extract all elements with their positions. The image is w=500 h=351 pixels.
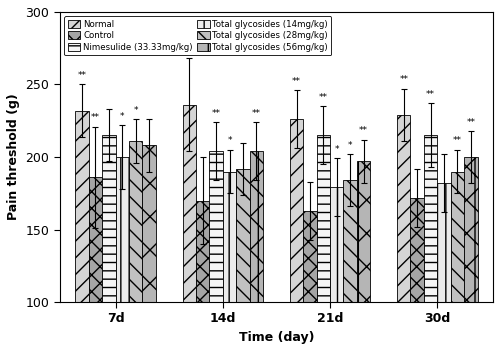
Text: *: * xyxy=(120,112,124,121)
Bar xyxy=(116,157,129,351)
Bar xyxy=(129,141,142,351)
Bar xyxy=(438,183,450,351)
Bar xyxy=(182,105,196,351)
Text: **: ** xyxy=(252,109,261,118)
Y-axis label: Pain threshold (g): Pain threshold (g) xyxy=(7,94,20,220)
Bar xyxy=(330,187,344,351)
X-axis label: Time (day): Time (day) xyxy=(238,331,314,344)
Bar xyxy=(450,172,464,351)
Text: **: ** xyxy=(292,77,301,86)
Bar xyxy=(196,200,209,351)
Bar xyxy=(142,145,156,351)
Text: *: * xyxy=(348,141,352,150)
Text: **: ** xyxy=(400,75,408,85)
Text: **: ** xyxy=(466,118,475,127)
Text: *: * xyxy=(134,106,138,115)
Bar xyxy=(236,168,250,351)
Bar xyxy=(344,180,357,351)
Bar xyxy=(88,177,102,351)
Legend: Normal, Control, Nimesulide (33.33mg/kg), Total glycosides (14mg/kg), Total glyc: Normal, Control, Nimesulide (33.33mg/kg)… xyxy=(64,16,332,55)
Text: **: ** xyxy=(212,109,220,118)
Text: *: * xyxy=(228,137,232,145)
Text: **: ** xyxy=(91,113,100,122)
Text: *: * xyxy=(334,145,339,154)
Bar xyxy=(316,135,330,351)
Bar xyxy=(223,172,236,351)
Bar xyxy=(357,161,370,351)
Text: **: ** xyxy=(319,93,328,102)
Bar xyxy=(250,151,263,351)
Bar xyxy=(397,115,410,351)
Text: **: ** xyxy=(185,45,194,54)
Bar xyxy=(290,119,303,351)
Text: **: ** xyxy=(78,71,86,80)
Bar xyxy=(76,111,88,351)
Bar xyxy=(102,135,116,351)
Bar xyxy=(303,211,316,351)
Bar xyxy=(464,157,477,351)
Text: **: ** xyxy=(359,126,368,135)
Text: **: ** xyxy=(426,90,435,99)
Bar xyxy=(410,198,424,351)
Bar xyxy=(210,151,223,351)
Text: **: ** xyxy=(453,137,462,145)
Bar xyxy=(424,135,438,351)
